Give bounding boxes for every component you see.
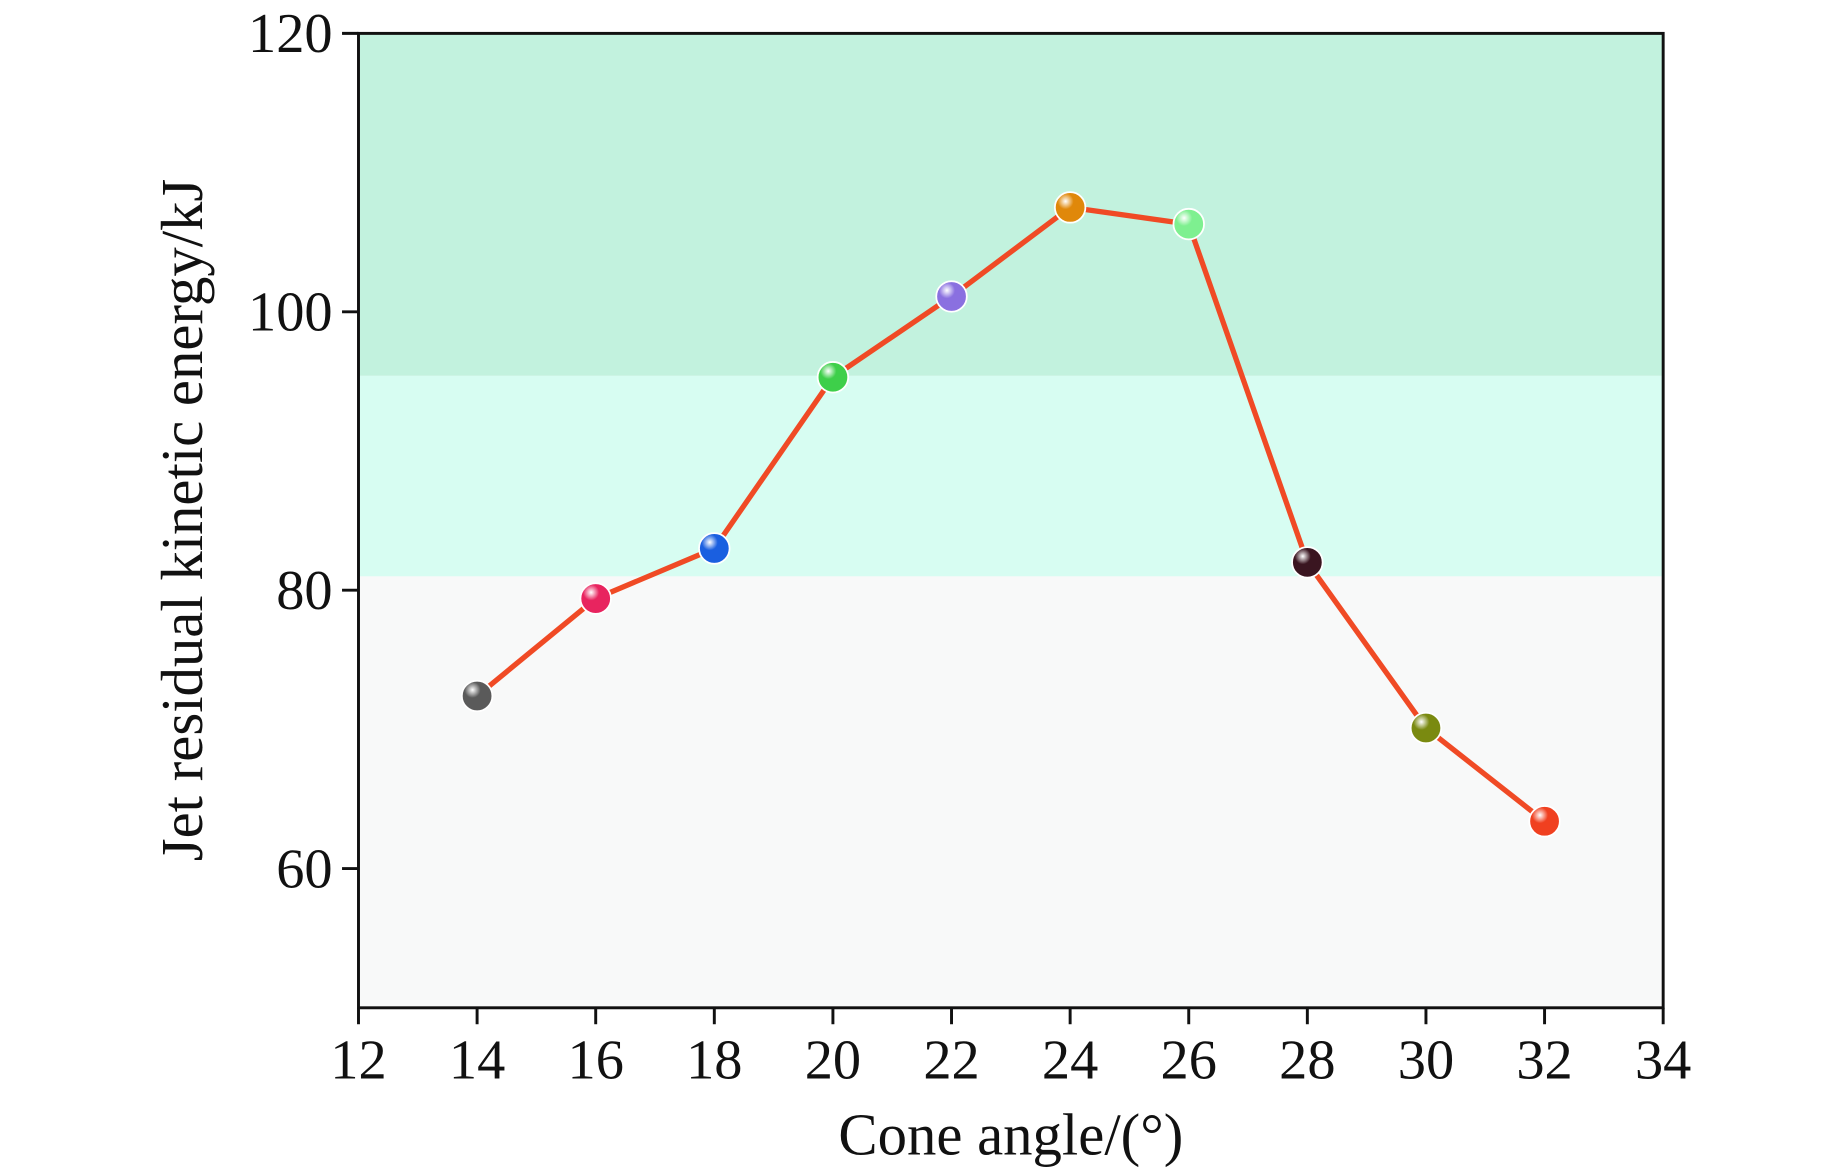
x-tick-label: 32 xyxy=(1516,1029,1572,1091)
data-point xyxy=(1409,711,1443,745)
data-point xyxy=(1528,805,1561,838)
x-tick-label: 28 xyxy=(1279,1029,1335,1091)
data-point xyxy=(1291,546,1324,579)
x-tick-label: 30 xyxy=(1398,1029,1454,1091)
y-tick-label: 80 xyxy=(276,560,332,622)
x-tick-label: 18 xyxy=(686,1029,742,1091)
x-tick-label: 24 xyxy=(1042,1029,1098,1091)
x-tick-label: 12 xyxy=(330,1029,386,1091)
data-line xyxy=(475,204,1547,824)
shaded-band xyxy=(358,33,1664,376)
data-point xyxy=(579,582,612,615)
data-point xyxy=(935,280,968,313)
plot-frame xyxy=(357,31,1665,1010)
x-tick-label: 20 xyxy=(805,1029,861,1091)
y-tick-label: 120 xyxy=(248,3,333,65)
y-axis-label: Jet residual kinetic energy/kJ xyxy=(150,179,215,862)
y-tick-label: 100 xyxy=(248,282,333,344)
x-tick-label: 14 xyxy=(449,1029,505,1091)
x-tick-label: 16 xyxy=(568,1029,624,1091)
x-tick-label: 22 xyxy=(923,1029,979,1091)
x-tick-label: 34 xyxy=(1635,1029,1691,1091)
y-tick-label: 60 xyxy=(276,838,332,900)
data-point xyxy=(1053,191,1087,224)
data-point xyxy=(460,679,494,713)
x-tick-label: 26 xyxy=(1161,1029,1217,1091)
x-axis-label: Cone angle/(°) xyxy=(838,1103,1183,1168)
data-point xyxy=(1172,207,1205,241)
data-point xyxy=(698,532,731,565)
shaded-band xyxy=(358,375,1664,577)
data-point xyxy=(816,361,850,394)
